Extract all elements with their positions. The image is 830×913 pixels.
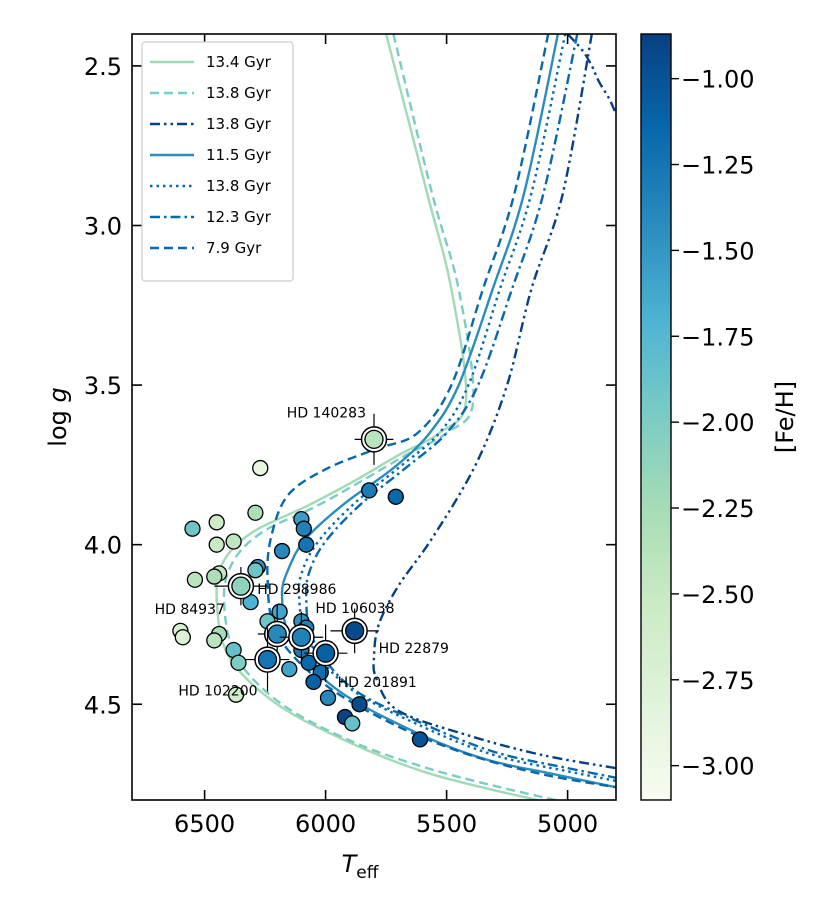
isochrone-line-5 xyxy=(304,34,616,779)
legend: 13.4 Gyr 13.8 Gyr 13.8 Gyr 11.5 Gyr 13.8 Gyr… xyxy=(141,41,294,282)
featured-star: HD 84937 xyxy=(155,567,268,618)
featured-star: HD 22879 xyxy=(330,608,449,657)
isochrone-line-2 xyxy=(566,34,616,115)
y-tick-label: 2.5 xyxy=(84,53,122,81)
star-name-label: HD 102200 xyxy=(178,684,257,700)
legend-entry-label: 13.8 Gyr xyxy=(206,177,272,195)
colorbar-tick-label: −1.75 xyxy=(681,323,755,351)
legend-box xyxy=(141,41,294,282)
star-point xyxy=(351,696,368,713)
colorbar xyxy=(640,33,672,801)
star-point xyxy=(411,731,429,748)
star-point xyxy=(184,520,201,537)
featured-point xyxy=(364,429,384,449)
star-name-label: HD 22879 xyxy=(379,641,449,657)
isochrone-line-extra xyxy=(372,34,616,770)
star-name-label: HD 201891 xyxy=(338,675,417,691)
star-point xyxy=(298,536,315,553)
featured-point xyxy=(231,576,251,596)
x-tick-label: 6000 xyxy=(295,810,356,838)
star-point xyxy=(174,629,191,646)
x-tick-label: 5500 xyxy=(416,810,477,838)
star-point xyxy=(295,520,312,537)
star-point xyxy=(319,689,337,707)
featured-point xyxy=(344,621,365,641)
star-point xyxy=(208,536,225,553)
isochrone-line-0 xyxy=(215,34,544,800)
star-point xyxy=(305,673,322,691)
colorbar-tick-label: −1.00 xyxy=(681,66,755,94)
star-point xyxy=(344,715,361,732)
axes: 6500 6000 5500 5000 2.5 3.0 3.5 4.0 4.5 xyxy=(84,34,616,838)
colorbar-tick-label: −2.75 xyxy=(681,667,755,695)
featured-point xyxy=(291,627,312,647)
star-name-label: HD 140283 xyxy=(287,405,366,421)
legend-entry-label: 13.8 Gyr xyxy=(206,84,272,102)
y-axis-label: log g xyxy=(44,387,72,446)
colorbar-tick-label: −2.00 xyxy=(681,409,755,437)
legend-entry-label: 13.4 Gyr xyxy=(206,53,272,71)
colorbar-tick-label: −2.50 xyxy=(681,581,755,609)
star-point xyxy=(206,632,223,649)
colorbar-tick-label: −2.25 xyxy=(681,495,755,523)
isochrone-line-1 xyxy=(222,34,562,800)
star-point xyxy=(281,660,298,678)
star-name-label: HD 298986 xyxy=(257,582,336,598)
legend-entry-label: 12.3 Gyr xyxy=(206,208,272,226)
legend-entry-label: 13.8 Gyr xyxy=(206,115,272,133)
star-point xyxy=(208,514,225,531)
y-tick-label: 3.5 xyxy=(84,372,122,400)
x-axis-label: Teff xyxy=(342,850,380,883)
y-tick-label: 3.0 xyxy=(84,213,122,241)
star-points xyxy=(172,459,429,748)
y-tick-label: 4.5 xyxy=(84,691,122,719)
isochrone-line-6 xyxy=(266,34,616,789)
featured-point xyxy=(267,624,287,644)
x-tick-label: 5000 xyxy=(537,810,598,838)
star-point xyxy=(252,459,269,477)
star-point xyxy=(227,686,245,703)
star-point xyxy=(361,482,378,499)
star-point xyxy=(225,533,242,550)
star-point xyxy=(230,654,247,671)
colorbar-tick-label: −1.50 xyxy=(681,237,755,265)
star-point xyxy=(271,603,288,620)
star-point xyxy=(206,568,223,585)
legend-entry-label: 11.5 Gyr xyxy=(206,146,272,164)
featured-star: HD 201891 xyxy=(303,624,417,691)
star-point xyxy=(247,562,264,579)
star-point xyxy=(247,504,264,521)
star-point xyxy=(186,571,204,588)
y-tick-label: 4.0 xyxy=(84,532,122,560)
colorbar-tick-label: −1.25 xyxy=(681,152,755,180)
plot-frame xyxy=(131,33,617,801)
star-point xyxy=(273,542,291,560)
featured-star: HD 140283 xyxy=(287,405,394,465)
colorbar-ticks: −1.00 −1.25 −1.50 −1.75 −2.00 −2.25 −2.50 −2.75… xyxy=(671,66,755,781)
colorbar-label: [Fe/H] xyxy=(771,381,799,453)
x-tick-label: 6500 xyxy=(174,810,235,838)
colorbar-tick-label: −3.00 xyxy=(681,753,755,781)
star-point xyxy=(387,488,404,505)
featured-star: HD 102200 xyxy=(178,627,290,700)
featured-point xyxy=(257,649,278,670)
legend-entry-label: 7.9 Gyr xyxy=(206,239,262,257)
star-name-label: HD 84937 xyxy=(155,602,225,618)
featured-point xyxy=(315,643,336,663)
